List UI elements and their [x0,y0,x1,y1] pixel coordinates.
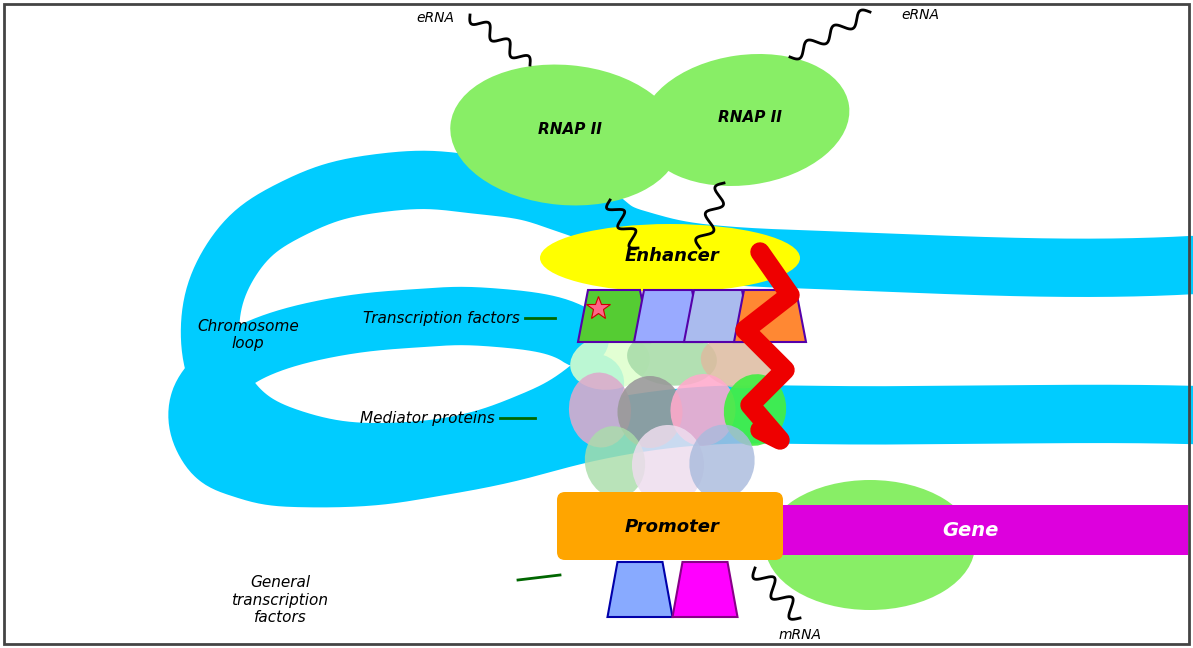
Ellipse shape [724,374,786,446]
Text: Mediator proteins: Mediator proteins [360,410,495,426]
Ellipse shape [641,54,849,186]
FancyBboxPatch shape [557,492,783,560]
Text: RNAP II: RNAP II [538,122,602,137]
Ellipse shape [632,425,704,505]
Polygon shape [633,290,701,342]
Polygon shape [673,562,737,617]
Text: mRNA: mRNA [779,628,822,642]
Ellipse shape [450,65,680,205]
Ellipse shape [540,224,801,292]
Polygon shape [734,290,806,342]
Ellipse shape [690,424,755,500]
Ellipse shape [585,426,645,498]
Ellipse shape [628,330,717,386]
Text: RNAP II: RNAP II [837,535,902,551]
Polygon shape [684,290,752,342]
Polygon shape [577,290,650,342]
Text: Chromosome
loop: Chromosome loop [197,319,299,351]
Text: General
transcription
factors: General transcription factors [231,575,328,625]
Text: eRNA: eRNA [901,8,939,22]
Ellipse shape [670,374,736,446]
Ellipse shape [569,373,631,448]
Text: eRNA: eRNA [416,11,455,25]
Ellipse shape [570,334,650,390]
Bar [775,505,1188,555]
Polygon shape [607,562,673,617]
Text: Gene: Gene [941,520,999,540]
Text: Transcription factors: Transcription factors [363,310,520,325]
Text: RNAP II: RNAP II [718,111,781,126]
Ellipse shape [765,480,975,610]
Ellipse shape [618,376,682,448]
Text: Promoter: Promoter [625,518,719,536]
Text: Enhancer: Enhancer [625,247,719,265]
Ellipse shape [700,336,775,388]
